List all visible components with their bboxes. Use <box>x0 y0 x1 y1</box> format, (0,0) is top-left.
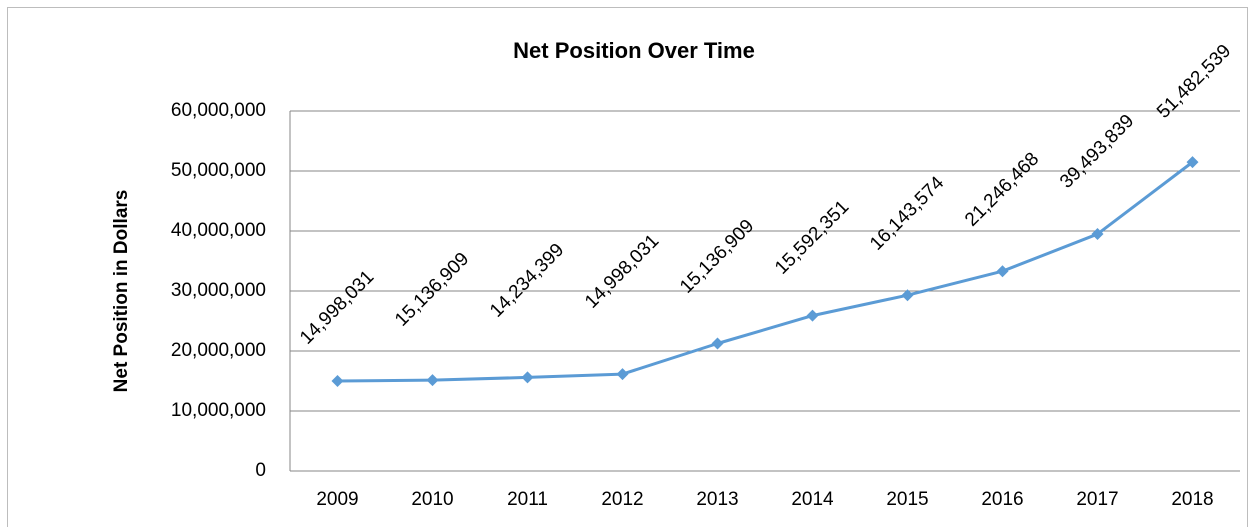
annotation: 15,592,351 <box>771 197 853 279</box>
marker <box>331 375 344 387</box>
y-tick-label: 40,000,000 <box>171 220 266 241</box>
y-tick-label: 30,000,000 <box>171 280 266 301</box>
annotation: 15,136,909 <box>391 249 473 331</box>
x-tick-label: 2018 <box>1171 489 1213 510</box>
y-tick-label: 10,000,000 <box>171 400 266 421</box>
marker <box>996 265 1009 278</box>
annotation: 51,482,539 <box>1153 41 1235 123</box>
marker <box>1091 228 1104 241</box>
annotation: 21,246,468 <box>961 149 1043 231</box>
annotation: 16,143,574 <box>866 172 948 254</box>
y-tick-label: 20,000,000 <box>171 340 266 361</box>
marker <box>521 371 534 384</box>
x-tick-label: 2011 <box>507 489 548 510</box>
x-tick-label: 2012 <box>601 489 643 510</box>
annotation: 14,234,399 <box>486 240 568 322</box>
y-tick-label: 50,000,000 <box>171 160 266 181</box>
y-tick-label: 0 <box>255 460 266 481</box>
x-tick-label: 2017 <box>1076 489 1118 510</box>
marker <box>1186 156 1199 169</box>
annotation: 39,493,839 <box>1056 111 1138 193</box>
annotation: 14,998,031 <box>296 267 378 349</box>
x-tick-label: 2014 <box>791 489 834 510</box>
x-tick-label: 2015 <box>886 489 928 510</box>
line <box>337 160 1194 383</box>
marker <box>711 337 724 350</box>
x-tick-label: 2016 <box>981 489 1023 510</box>
annotation: 15,136,909 <box>676 216 758 298</box>
x-tick-label: 2013 <box>696 489 738 510</box>
marker <box>616 368 629 381</box>
x-tick-label: 2010 <box>411 489 453 510</box>
annotation: 14,998,031 <box>581 231 663 313</box>
marker <box>426 374 439 387</box>
marker <box>901 289 914 302</box>
marker <box>806 309 819 322</box>
chart-title: Net Position Over Time <box>513 38 755 63</box>
y-tick-label: 60,000,000 <box>171 100 266 121</box>
x-tick-label: 2009 <box>316 489 358 510</box>
y-axis-title: Net Position in Dollars <box>111 190 132 393</box>
